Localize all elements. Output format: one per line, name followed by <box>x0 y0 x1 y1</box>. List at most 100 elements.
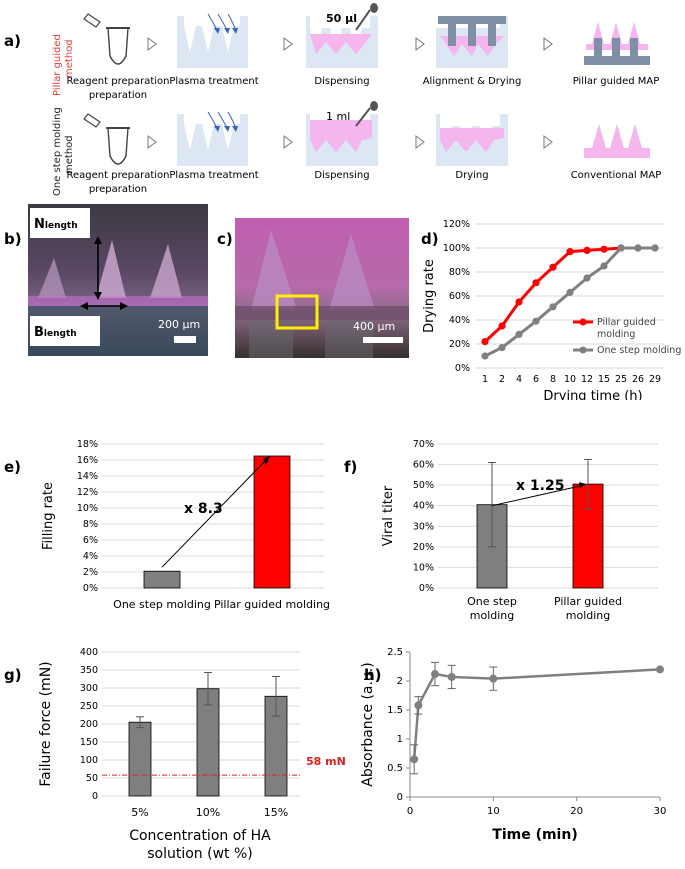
arrow-head <box>579 482 586 489</box>
y-tick-label: 14% <box>77 471 98 482</box>
volume-row1: 50 µl <box>326 12 357 25</box>
n-length-box <box>30 208 90 238</box>
row1-method-line1: Pillar guided <box>52 34 63 96</box>
microneedle-shape <box>38 258 66 298</box>
x-tick-label: Pillar guided molding <box>214 598 330 611</box>
row1-method-line2: method <box>64 39 75 78</box>
y-tick-label: 0 <box>92 791 98 802</box>
arrow-head <box>263 456 270 465</box>
x-tick-label: One step <box>467 595 517 608</box>
x-tick-label: 26 <box>632 374 644 385</box>
arrow-icon <box>543 135 553 149</box>
annotation-arrow <box>161 457 269 568</box>
data-point <box>489 674 498 683</box>
x-tick-label: 30 <box>654 806 667 817</box>
y-tick-label: 10% <box>77 503 98 514</box>
x-tick-label: 10 <box>487 806 500 817</box>
x-tick-label: 8 <box>550 374 556 385</box>
data-point <box>656 665 664 674</box>
arrow-icon <box>415 135 425 149</box>
x-tick-label: 25 <box>615 374 627 385</box>
y-tick-label: 60% <box>449 291 470 302</box>
data-point <box>617 244 625 252</box>
scale-b: 200 µm <box>158 318 200 331</box>
n-length-label: Nlength <box>34 217 78 232</box>
x-tick-label: Pillar guided <box>554 595 622 608</box>
x-tick-label: molding <box>566 609 611 622</box>
x-tick-label: 5% <box>131 806 148 819</box>
data-point <box>549 303 557 311</box>
scale-bar-c <box>363 337 403 343</box>
y-tick-label: 200 <box>80 719 98 730</box>
scale-c: 400 µm <box>353 320 395 333</box>
data-point <box>532 279 540 287</box>
data-point <box>498 322 506 330</box>
x-tick-label: 15 <box>598 374 610 385</box>
y-tick-label: 80% <box>449 267 470 278</box>
data-point <box>583 246 591 254</box>
chart-filling-rate: e) 0% 2% 4% 6% 8% 10% 12% 14% 16% 18% One step mol… <box>4 439 330 611</box>
step-label-line2: preparation <box>89 90 147 101</box>
b-length-label: Blength <box>34 325 77 340</box>
x-axis-title: Drying time (h) <box>543 389 642 400</box>
pillar-map-icon <box>584 22 650 65</box>
data-point <box>410 755 419 764</box>
microneedle-shape <box>96 240 126 298</box>
x-axis-title: Concentration of HA <box>129 828 271 844</box>
panel-f: f) 0% 10% 20% 30% 40% 50% 60% 70% One step moldin… <box>340 400 685 630</box>
microneedle-shape <box>329 234 375 310</box>
bar <box>253 455 291 589</box>
x-tick-label: 10% <box>196 806 220 819</box>
conventional-map-icon <box>584 124 650 158</box>
x-tick-label: 4 <box>516 374 522 385</box>
alignment-icon <box>436 16 508 68</box>
annotation-label: x 1.25 <box>516 478 564 494</box>
y-tick-label: 1.5 <box>387 705 403 716</box>
x-tick-label: 20 <box>570 806 583 817</box>
y-tick-label: 350 <box>80 665 98 676</box>
microneedle-shape <box>251 230 297 310</box>
chart-absorbance: h) 0 0.5 1 1.5 2 2.5 0 10 20 30 Time (min) Absorban… <box>360 647 667 843</box>
y-tick-label: 0.5 <box>387 763 403 774</box>
y-tick-label: 100% <box>443 243 470 254</box>
step-label: Alignment & Drying <box>423 76 522 87</box>
row2-method-line1: One step molding <box>52 107 63 196</box>
panel-e-label: e) <box>4 458 21 476</box>
panel-h-label: h) <box>364 666 382 684</box>
dispensing-mold-icon <box>306 101 378 166</box>
y-tick-label: 120% <box>443 219 470 230</box>
y-tick-label: 40% <box>413 501 434 512</box>
highlight-box <box>275 294 319 330</box>
step-label-line2: preparation <box>89 184 147 195</box>
data-point <box>600 262 608 270</box>
threshold-label: 58 mN <box>306 755 346 768</box>
y-tick-label: 8% <box>83 519 98 530</box>
data-point <box>481 338 489 346</box>
y-tick-label: 2.5 <box>387 647 403 658</box>
mold-icon <box>177 111 248 166</box>
x-tick-label: molding <box>470 609 515 622</box>
x-tick-label: 10 <box>564 374 576 385</box>
step-label: Reagent preparation <box>67 76 170 87</box>
data-point <box>515 298 523 306</box>
step-label: Reagent preparation <box>67 170 170 181</box>
step-label: Conventional MAP <box>571 170 662 181</box>
y-axis-title: Failure force (mN) <box>38 661 54 786</box>
panel-c-label: c) <box>217 230 233 248</box>
data-point <box>634 244 642 252</box>
x-tick-label: 1 <box>482 374 488 385</box>
data-point <box>414 701 423 710</box>
panel-c: c) 400 µm <box>215 200 415 360</box>
panel-d: d) 0% 20% 40% 60% 80% 100% 120% 1 2 4 6 8 10 12 15 25 26… <box>415 200 685 404</box>
x-tick-label: 6 <box>533 374 539 385</box>
bar <box>143 570 181 589</box>
step-label: Drying <box>455 170 488 181</box>
data-point <box>549 263 557 271</box>
dispensing-mold-icon <box>306 3 378 68</box>
b-length-box <box>30 316 100 346</box>
legend-marker <box>579 346 587 354</box>
panel-f-label: f) <box>344 458 357 476</box>
x-tick-label: 29 <box>649 374 661 385</box>
y-tick-label: 0% <box>419 583 434 594</box>
y-tick-label: 4% <box>83 551 98 562</box>
